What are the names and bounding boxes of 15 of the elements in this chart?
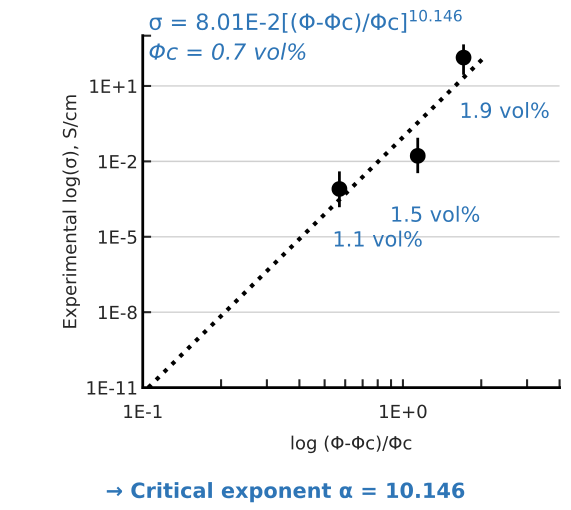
annotation: 1.9 vol% [462, 102, 549, 118]
x-axis-title: log (Φ-Φc)/Φc [292, 436, 412, 454]
y-tick-label: 1E-11 [87, 381, 136, 394]
text: σ = 8.01E-2[(Φ-Φc)/Φc]$^{10.146}$ [150, 10, 462, 33]
x-tick-label: 1E+0 [380, 404, 426, 418]
y-tick-label: 1E-8 [98, 306, 137, 320]
y-tick-label: 1E+1 [90, 80, 136, 93]
y-tick-label: 1E-2 [98, 154, 136, 168]
text: → Critical exponent α = 10.146 [106, 482, 464, 502]
y-axis-title: Experimental log(σ), S/cm [62, 95, 80, 328]
y-tick-label: 1E-5 [98, 230, 136, 244]
x-tick-label: 1E-1 [124, 404, 162, 418]
annotation: 1.5 vol% [392, 206, 480, 222]
annotation: 1.1 vol% [334, 230, 422, 247]
annotation: Φc = 0.7 vol% [150, 42, 306, 60]
